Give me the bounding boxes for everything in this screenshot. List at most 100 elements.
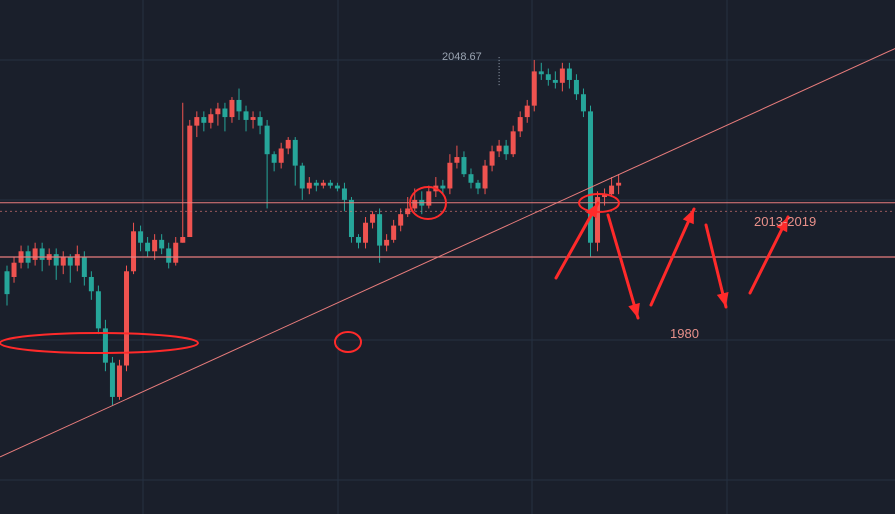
candle-body bbox=[538, 71, 544, 75]
arrow-up-2 bbox=[748, 215, 790, 295]
candle-body bbox=[131, 231, 137, 272]
candle-body bbox=[573, 79, 579, 95]
candle-body bbox=[377, 214, 383, 246]
candle-body bbox=[468, 174, 474, 183]
candle-body bbox=[81, 257, 87, 277]
candle-body bbox=[67, 257, 73, 266]
high-price-label: 2048.67 bbox=[442, 51, 482, 63]
arrow-up-retest bbox=[554, 201, 600, 280]
candle-body bbox=[173, 242, 179, 263]
candle-body bbox=[510, 131, 516, 155]
retest-ellipse bbox=[578, 193, 620, 213]
candle-body bbox=[159, 239, 165, 249]
arrow-up-1-head bbox=[682, 209, 694, 225]
candle-body bbox=[461, 157, 467, 175]
arrow-down-1-shaft bbox=[606, 213, 640, 320]
candle-body bbox=[616, 182, 622, 186]
candle-body bbox=[503, 145, 509, 155]
candle-body bbox=[264, 125, 270, 155]
touch-circle bbox=[334, 331, 362, 353]
candle-body bbox=[384, 239, 390, 246]
candle-body bbox=[580, 94, 586, 112]
candle-body bbox=[208, 114, 214, 123]
candle-body bbox=[405, 208, 411, 215]
candle-body bbox=[412, 199, 418, 209]
candle-body bbox=[271, 154, 277, 163]
candle-body bbox=[257, 117, 263, 126]
breakout-circle bbox=[409, 186, 447, 220]
candle-body bbox=[60, 257, 66, 266]
candle-body bbox=[517, 117, 523, 132]
candle-body bbox=[39, 248, 45, 260]
candle-body bbox=[292, 139, 298, 166]
candle-body bbox=[215, 108, 221, 115]
arrow-up-1 bbox=[649, 207, 696, 307]
candle-body bbox=[201, 117, 207, 123]
candle-body bbox=[595, 197, 601, 243]
candle-body bbox=[243, 111, 249, 120]
candle-body bbox=[552, 79, 558, 83]
candle-body bbox=[475, 182, 481, 189]
arrow-up-2-shaft bbox=[748, 215, 790, 295]
candle-body bbox=[250, 117, 256, 120]
target-zone-label: 2013-2019 bbox=[754, 214, 816, 229]
candle-body bbox=[370, 214, 376, 223]
candle-body bbox=[74, 254, 80, 266]
trend-line bbox=[0, 48, 895, 458]
candle-body bbox=[602, 194, 608, 198]
candle-body bbox=[545, 74, 551, 80]
drawn-lines bbox=[0, 48, 895, 458]
support-level-label: 1980 bbox=[670, 326, 699, 341]
candle-body bbox=[489, 151, 495, 166]
candle-body bbox=[587, 111, 593, 243]
arrow-down-1 bbox=[606, 213, 640, 320]
candle-body bbox=[180, 237, 186, 243]
candle-body bbox=[356, 237, 361, 243]
candle-body bbox=[11, 262, 17, 277]
candle-body bbox=[194, 117, 200, 126]
candle-body bbox=[334, 185, 340, 189]
candle-body bbox=[391, 225, 397, 240]
candle-body bbox=[222, 108, 228, 118]
arrow-up-1-shaft bbox=[649, 207, 696, 307]
candle-body bbox=[4, 271, 10, 295]
candle-body bbox=[566, 68, 572, 80]
candle-body bbox=[363, 222, 369, 243]
candle-body bbox=[229, 99, 235, 118]
candle-body bbox=[559, 68, 565, 83]
candle-body bbox=[482, 165, 488, 189]
candle-body bbox=[138, 231, 144, 243]
candle-body bbox=[109, 362, 115, 397]
candle-body bbox=[187, 125, 193, 238]
arrow-up-2-head bbox=[776, 217, 788, 233]
candle-body bbox=[236, 99, 242, 112]
candle-body bbox=[278, 148, 284, 163]
candle-body bbox=[116, 365, 122, 397]
candle-body bbox=[32, 248, 38, 260]
candle-body bbox=[341, 188, 347, 200]
candle-body bbox=[145, 242, 151, 252]
candle-body bbox=[426, 191, 432, 206]
candle-body bbox=[348, 199, 354, 238]
candle-body bbox=[440, 185, 446, 189]
candle-body bbox=[166, 248, 172, 263]
candle-body bbox=[524, 105, 530, 118]
candle-body bbox=[285, 139, 291, 149]
candle-body bbox=[299, 165, 305, 189]
candle-body bbox=[320, 182, 326, 186]
candle-body bbox=[95, 291, 101, 329]
candle-body bbox=[124, 271, 130, 366]
candle-body bbox=[53, 254, 59, 266]
candle-body bbox=[102, 328, 108, 363]
support-ellipse bbox=[0, 332, 199, 354]
arrow-up-retest-head bbox=[585, 203, 598, 219]
candle-body bbox=[306, 182, 312, 189]
candle-body bbox=[447, 162, 453, 189]
annotations bbox=[0, 186, 790, 354]
arrow-down-2-shaft bbox=[704, 223, 728, 309]
candle-body bbox=[496, 145, 502, 152]
candle-body bbox=[327, 182, 333, 186]
candle-body bbox=[152, 239, 158, 252]
candle-body bbox=[398, 214, 404, 226]
